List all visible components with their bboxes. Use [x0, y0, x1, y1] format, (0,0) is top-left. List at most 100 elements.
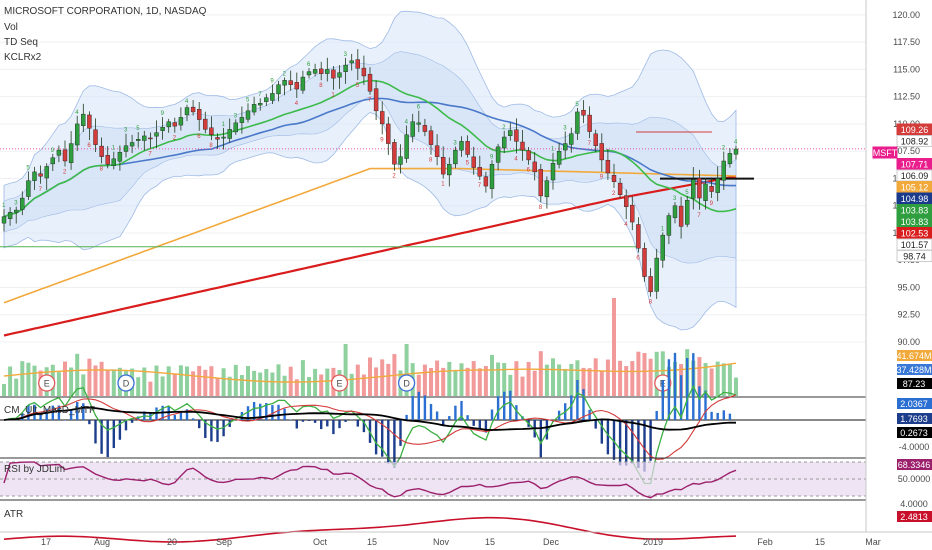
- rsi-title[interactable]: RSI by JDLim: [4, 464, 65, 475]
- candle[interactable]: [581, 100, 586, 124]
- candle[interactable]: [386, 116, 391, 155]
- candle[interactable]: [312, 63, 318, 77]
- candle[interactable]: 7: [587, 106, 592, 147]
- price-tag[interactable]: 107.71: [896, 158, 932, 170]
- candle[interactable]: [703, 178, 708, 210]
- candle[interactable]: [203, 111, 208, 134]
- candle[interactable]: [44, 163, 49, 190]
- candle[interactable]: [556, 142, 562, 169]
- event-marker[interactable]: E: [38, 374, 56, 392]
- candle[interactable]: 9: [50, 148, 55, 171]
- candle[interactable]: 9: [270, 79, 275, 105]
- candle[interactable]: [459, 136, 464, 157]
- candle[interactable]: [117, 145, 123, 171]
- candle[interactable]: 3: [123, 128, 129, 158]
- candle[interactable]: [654, 248, 659, 299]
- candle[interactable]: 7: [477, 155, 482, 189]
- candle[interactable]: 7: [258, 92, 263, 111]
- candle[interactable]: 6: [306, 62, 312, 79]
- candle[interactable]: 8: [648, 268, 653, 306]
- candle[interactable]: 2: [721, 146, 726, 191]
- candle[interactable]: [617, 177, 623, 199]
- candle[interactable]: [434, 134, 440, 166]
- candle[interactable]: 3: [13, 201, 19, 224]
- candle[interactable]: 6: [87, 111, 92, 149]
- candle[interactable]: 1: [550, 147, 556, 190]
- candle[interactable]: [715, 166, 720, 202]
- candle[interactable]: 1: [111, 146, 117, 170]
- candle[interactable]: [288, 70, 293, 91]
- candle[interactable]: 8: [99, 137, 104, 172]
- candle[interactable]: 7: [697, 169, 702, 219]
- candle[interactable]: 5: [26, 165, 31, 201]
- candle[interactable]: 7: [148, 132, 153, 158]
- price-tag[interactable]: 106.09: [896, 169, 932, 182]
- candle[interactable]: 4: [184, 99, 190, 122]
- candle[interactable]: 2: [282, 72, 287, 96]
- price-axis[interactable]: 120.00117.50115.00112.50110.00107.50105.…: [865, 0, 932, 550]
- candle[interactable]: [642, 242, 647, 282]
- candle[interactable]: 2: [172, 117, 178, 142]
- candle[interactable]: [471, 146, 476, 175]
- candle[interactable]: [520, 130, 525, 161]
- candle[interactable]: 3: [233, 113, 239, 135]
- price-tag[interactable]: 98.74: [896, 250, 932, 262]
- candle[interactable]: 3: [672, 196, 678, 224]
- candle[interactable]: [349, 53, 354, 71]
- candle[interactable]: 8: [319, 61, 324, 89]
- candle[interactable]: [508, 122, 513, 141]
- candle[interactable]: 9: [709, 177, 714, 207]
- candle[interactable]: [93, 118, 98, 152]
- candle[interactable]: [691, 167, 696, 210]
- candle[interactable]: [227, 118, 232, 143]
- candle[interactable]: [32, 166, 37, 190]
- indicator-kclr-label[interactable]: KCLRx2: [4, 52, 42, 63]
- candle[interactable]: 4: [514, 118, 519, 162]
- candle[interactable]: [20, 191, 25, 216]
- candle[interactable]: 2: [502, 125, 507, 154]
- price-tag[interactable]: 102.53: [896, 227, 932, 239]
- candle[interactable]: 8: [209, 116, 214, 149]
- candle[interactable]: 4: [404, 119, 409, 163]
- candle[interactable]: [251, 96, 257, 116]
- candle[interactable]: 5: [685, 190, 690, 228]
- candle[interactable]: 9: [160, 111, 165, 140]
- candle[interactable]: 7: [38, 165, 43, 193]
- candle[interactable]: 5: [135, 126, 141, 148]
- candle[interactable]: [129, 134, 135, 154]
- candle[interactable]: 4: [624, 189, 629, 228]
- candle[interactable]: 5: [355, 49, 360, 89]
- candle[interactable]: [361, 55, 367, 85]
- candle[interactable]: [410, 113, 415, 143]
- candle[interactable]: [300, 70, 306, 94]
- time-axis[interactable]: 17 Aug 20 Sep Oct 15 Nov 15 Dec 2019 Feb 15 Mar: [0, 531, 932, 547]
- candle[interactable]: 3: [563, 125, 568, 159]
- candle[interactable]: [105, 146, 110, 169]
- candle[interactable]: 6: [196, 102, 202, 140]
- candle[interactable]: 1: [221, 122, 226, 150]
- price-panel[interactable]: 1 3 5 7 9 2 4 6 8 1 3 5 7 9 2 4 6 8 1 3 5 7 9 2 4 6 8 1 3 5 7 9 2 4 6 8 1 3 5 7…: [0, 0, 866, 395]
- candle[interactable]: 1: [331, 65, 336, 99]
- candle[interactable]: [422, 118, 428, 137]
- price-tag[interactable]: 105.12: [896, 181, 932, 193]
- candle[interactable]: 9: [380, 101, 385, 143]
- candle[interactable]: [630, 196, 635, 231]
- price-tag[interactable]: 101.57: [896, 238, 932, 251]
- indicator-tdseq-label[interactable]: TD Seq: [4, 37, 38, 48]
- event-marker[interactable]: D: [117, 374, 135, 392]
- candle[interactable]: [154, 120, 159, 148]
- candle[interactable]: [666, 212, 672, 245]
- candle[interactable]: [593, 129, 598, 153]
- candle[interactable]: [325, 57, 330, 82]
- candle[interactable]: 6: [526, 147, 531, 174]
- candle[interactable]: 9: [489, 154, 495, 199]
- candle[interactable]: [166, 118, 171, 133]
- event-marker[interactable]: D: [397, 374, 416, 392]
- candle[interactable]: [56, 145, 62, 163]
- candle[interactable]: [447, 157, 452, 187]
- candle[interactable]: 6: [416, 105, 421, 133]
- candle[interactable]: 3: [343, 52, 348, 84]
- candle[interactable]: [190, 100, 196, 116]
- candle[interactable]: [532, 152, 537, 181]
- macd-title[interactable]: CM_Ult_MacD_MTF: [4, 405, 95, 416]
